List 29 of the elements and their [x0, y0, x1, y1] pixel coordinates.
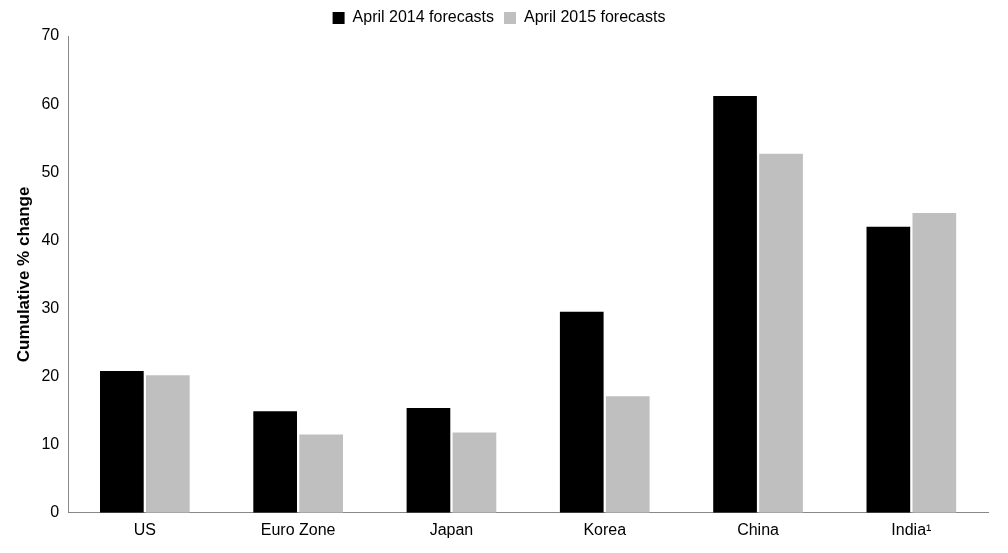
bar [713, 95, 757, 513]
y-tick-label: 40 [41, 230, 60, 248]
bar [866, 226, 911, 513]
x-tick-label: Korea [583, 520, 627, 538]
bar [100, 371, 144, 513]
bar [253, 411, 297, 513]
x-tick-label: China [737, 520, 780, 538]
bar [912, 213, 957, 513]
bar [406, 407, 451, 513]
bar [559, 311, 604, 513]
y-tick-label: 50 [41, 162, 60, 180]
x-tick-label: US [133, 520, 156, 538]
legend-label: April 2015 forecasts [524, 8, 666, 26]
y-tick-label: 60 [41, 94, 60, 112]
bar [146, 375, 190, 513]
x-tick-label: India¹ [891, 520, 932, 538]
y-tick-label: 70 [41, 26, 60, 44]
legend-label: April 2014 forecasts [352, 8, 494, 26]
y-tick-label: 30 [41, 298, 60, 316]
x-tick-label: Euro Zone [260, 520, 336, 538]
y-axis-title: Cumulative % change [13, 186, 33, 363]
y-tick-label: 0 [50, 503, 60, 521]
y-tick-label: 20 [41, 366, 60, 384]
bar [299, 434, 343, 513]
bar [452, 432, 497, 513]
x-tick-label: Japan [429, 520, 474, 538]
bar [605, 396, 650, 513]
y-tick-label: 10 [41, 435, 60, 453]
bar [759, 153, 803, 513]
